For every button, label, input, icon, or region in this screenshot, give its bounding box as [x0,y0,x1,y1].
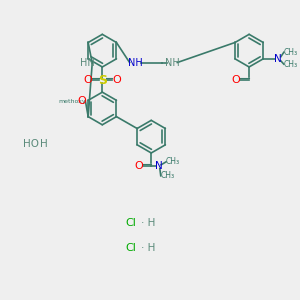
Text: O: O [231,75,240,85]
Text: NH: NH [128,58,142,68]
Text: CH₃: CH₃ [284,48,298,57]
Text: NH: NH [165,58,179,68]
Text: · H: · H [141,243,155,253]
Text: O: O [112,75,121,85]
Text: CH₃: CH₃ [284,60,298,69]
Text: O: O [77,96,86,106]
Text: CH₃: CH₃ [166,158,180,166]
Text: H: H [40,139,48,149]
Text: O: O [134,161,143,171]
Text: O: O [84,75,92,85]
Text: methoxy: methoxy [58,99,85,103]
Text: HN: HN [80,58,94,68]
Text: CH₃: CH₃ [160,171,174,180]
Text: Cl: Cl [125,218,136,228]
Text: HO: HO [23,139,39,149]
Text: Cl: Cl [125,243,136,253]
Text: S: S [98,74,107,87]
Text: N: N [155,161,163,171]
Text: N: N [274,54,282,64]
Text: · H: · H [141,218,155,228]
